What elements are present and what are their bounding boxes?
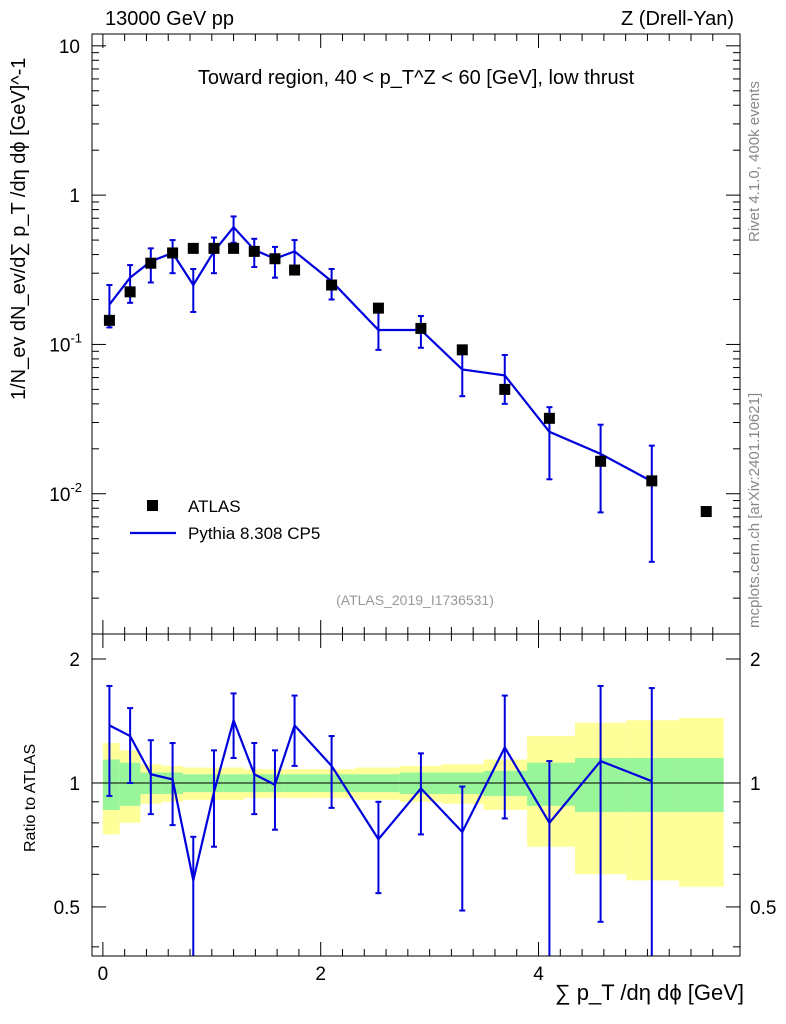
y-tick-label: 1 (69, 186, 80, 207)
data-point (456, 344, 468, 356)
data-point (124, 286, 136, 298)
ratio-band-inner (119, 762, 141, 806)
analysis-id: (ATLAS_2019_I1736531) (336, 592, 494, 608)
data-point (208, 242, 220, 254)
main-panel-frame (91, 33, 741, 635)
x-tick-label: 2 (315, 964, 326, 985)
data-point (700, 506, 712, 518)
ratio-band-inner (679, 757, 724, 813)
ratio-line (108, 716, 653, 881)
legend-label-atlas: ATLAS (188, 497, 241, 516)
x-tick-label: 0 (98, 964, 109, 985)
legend: ATLAS Pythia 8.308 CP5 (130, 497, 320, 543)
data-point (415, 322, 427, 334)
ratio-y-tick-label: 2 (69, 650, 80, 671)
atlas-data-points (103, 242, 712, 518)
data-point (269, 253, 281, 265)
ratio-error-bars (106, 684, 655, 956)
ratio-y-tick-label: 2 (750, 650, 761, 671)
y-tick-label: 10 (59, 37, 80, 58)
data-point (187, 242, 199, 254)
main-panel: Toward region, 40 < p_T^Z < 60 [GeV], lo… (49, 33, 741, 635)
data-point (595, 455, 607, 467)
y-axis-label: 1/N_ev dN_ev/d∑ p_T /dη dϕ [GeV]^-1 (8, 57, 30, 400)
legend-marker-atlas (147, 500, 158, 511)
x-tick-label: 4 (533, 964, 544, 985)
ratio-bands (102, 717, 724, 887)
data-point (646, 475, 658, 487)
x-axis-label: ∑ p_T /dη dϕ [GeV] (555, 980, 744, 1005)
mc-line (108, 225, 653, 483)
ratio-axes (92, 634, 740, 956)
legend-label-mc: Pythia 8.308 CP5 (188, 524, 320, 543)
data-point (499, 383, 511, 395)
ratio-y-tick-label: 1 (69, 774, 80, 795)
data-point (372, 302, 384, 314)
data-point (228, 242, 240, 254)
ratio-tick-labels: 0.5 0.5 1 1 2 2 (54, 650, 777, 919)
data-point (289, 264, 301, 276)
ratio-y-tick-label: 1 (750, 774, 761, 795)
main-tick-labels: 10-2 10-1 1 10 (49, 37, 82, 506)
ratio-y-tick-label: 0.5 (750, 898, 776, 919)
ratio-y-tick-label: 0.5 (54, 898, 80, 919)
main-axes (92, 34, 740, 634)
ratio-panel-frame (91, 633, 741, 957)
ratio-panel: 0.5 0.5 1 1 2 2 (54, 633, 777, 957)
x-tick-labels: 0 2 4 (98, 964, 545, 985)
ratio-y-axis-label: Ratio to ATLAS (22, 743, 39, 852)
data-point (103, 314, 115, 326)
data-point (167, 247, 179, 259)
ratio-band-inner (102, 759, 120, 810)
y-tick-label: 10-2 (49, 480, 82, 506)
header-right: Z (Drell-Yan) (621, 8, 734, 30)
y-tick-label: 10-1 (49, 330, 82, 356)
chart-title: Toward region, 40 < p_T^Z < 60 [GeV], lo… (198, 67, 635, 89)
data-point (543, 412, 555, 424)
data-point (145, 257, 157, 269)
data-point (248, 245, 260, 257)
data-point (326, 279, 338, 291)
header-left: 13000 GeV pp (105, 8, 234, 30)
